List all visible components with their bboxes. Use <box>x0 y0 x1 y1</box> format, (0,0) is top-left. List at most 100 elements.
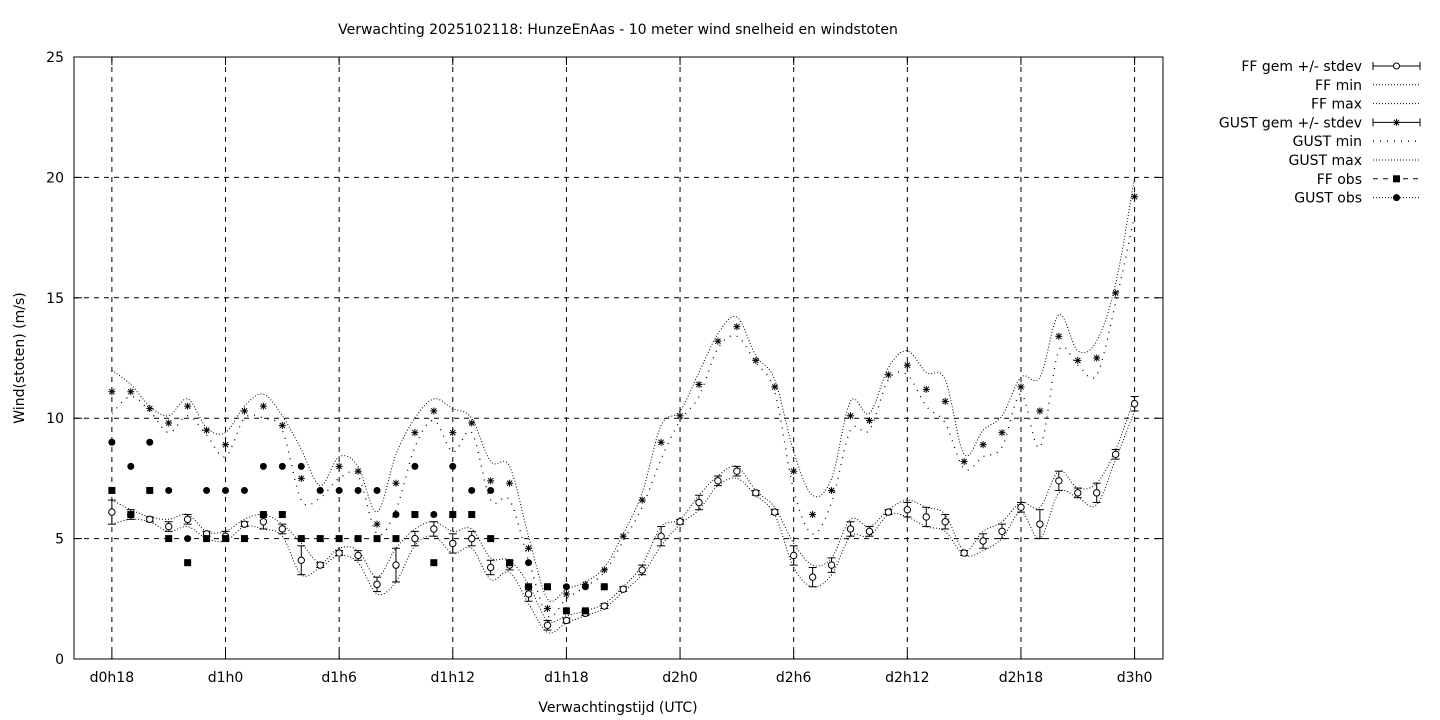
ff-mean-point <box>600 602 608 610</box>
ff-mean-point <box>164 522 173 531</box>
gust-mean-point-stroke <box>639 497 646 504</box>
legend-item: FF gem +/- stdev <box>1241 59 1421 75</box>
ff-mean-point <box>278 525 287 533</box>
x-tick-label: d0h18 <box>90 670 134 686</box>
legend-gust-marker <box>1393 118 1400 126</box>
gust-mean-point-stroke <box>127 388 134 395</box>
legend-label: GUST obs <box>1294 191 1362 207</box>
ff-obs-point <box>411 511 419 519</box>
gust-mean-point-stroke <box>620 533 627 540</box>
gust-obs-point <box>240 486 248 494</box>
gust-mean-point <box>1017 383 1025 391</box>
ff-mean-point <box>922 513 930 521</box>
gust-mean-point <box>449 429 457 437</box>
gust-obs-point <box>127 462 135 470</box>
legend-item: FF min <box>1315 78 1420 94</box>
gust-mean-point <box>240 407 248 415</box>
ff-mean-point <box>543 621 552 629</box>
gust-obs-point <box>525 559 533 567</box>
x-tick-label: d1h6 <box>321 670 357 686</box>
gust-mean-point <box>714 337 722 345</box>
y-tick-label: 10 <box>46 411 64 427</box>
ff-obs-point <box>581 607 589 615</box>
ff-mean-point <box>657 532 665 540</box>
legend-label: FF obs <box>1317 172 1362 188</box>
gust-mean-point <box>790 467 798 475</box>
gust-mean-point <box>979 441 987 449</box>
ff-mean-point <box>430 525 438 533</box>
ff-obs-point <box>392 535 400 543</box>
y-tick-label: 25 <box>46 50 64 66</box>
gust-mean-point <box>127 388 135 396</box>
ff-mean-point <box>808 573 817 581</box>
gust-obs-point <box>581 583 589 591</box>
gust-obs-point <box>354 486 362 494</box>
ff-mean-point <box>903 506 912 514</box>
ff-mean-point <box>998 527 1006 536</box>
gust-mean-point-stroke <box>298 475 305 482</box>
gust-mean-point-stroke <box>146 405 153 412</box>
gust-mean-point <box>430 407 438 415</box>
gust-mean-point <box>619 532 627 540</box>
ff-mean-point <box>676 518 684 526</box>
ff-obs-point <box>146 486 154 494</box>
gust-mean-point-stroke <box>184 403 191 410</box>
x-tick-label: d2h6 <box>776 670 812 686</box>
legend-item: GUST min <box>1293 134 1420 150</box>
ff-mean-point <box>1093 489 1101 497</box>
gust-mean-point-stroke <box>393 480 399 487</box>
gust-mean-point-stroke <box>544 605 551 612</box>
ff-mean-point <box>979 537 987 545</box>
axis-ticks: 0 5 10 15 20 25 d0h18 d1h0 d1h6 d1h12 d1h18 d2h0 d2h… <box>46 50 1163 686</box>
ff-obs-point <box>562 607 570 615</box>
gust-mean-point <box>1112 289 1120 297</box>
gust-obs-point <box>487 486 495 494</box>
ff-obs-point <box>184 559 192 567</box>
gust-obs-point <box>449 462 457 470</box>
gust-mean-point-stroke <box>1131 193 1138 200</box>
gust-mean-point-stroke <box>601 566 608 573</box>
gust-mean-point <box>373 520 381 528</box>
gust-mean-point <box>297 474 305 482</box>
gridlines <box>74 57 1163 659</box>
legend-label: GUST min <box>1293 134 1362 150</box>
legend-square-marker <box>1393 175 1400 183</box>
ff-mean-point <box>468 534 476 543</box>
gust-mean-point-stroke <box>203 427 210 434</box>
ff-mean-point <box>865 527 874 536</box>
gust-mean-point-stroke <box>563 591 570 597</box>
gust-mean-point-stroke <box>1093 355 1100 361</box>
ff-obs-point <box>278 511 286 519</box>
legend-dot-marker <box>1393 194 1400 202</box>
ff-mean-point <box>392 561 400 569</box>
gust-mean-point <box>752 356 760 364</box>
gust-obs-point <box>335 486 343 494</box>
y-tick-label: 15 <box>46 291 64 307</box>
gust-mean-point-stroke <box>828 487 835 494</box>
ff-mean-point <box>240 520 249 528</box>
ff-mean-point <box>827 561 836 569</box>
ff-mean-point <box>846 525 855 533</box>
ff-obs-point <box>203 535 211 543</box>
legend-label: GUST gem +/- stdev <box>1219 115 1362 131</box>
gust-mean-point <box>733 323 741 331</box>
ff-obs-point <box>525 583 533 591</box>
ff-mean-point <box>638 566 646 574</box>
ff-mean-point <box>1074 489 1082 497</box>
x-tick-label: d3h0 <box>1117 670 1153 686</box>
gust-mean-point <box>809 511 817 519</box>
ff-mean-point <box>354 551 362 560</box>
data-marks <box>107 193 1139 631</box>
gust-mean-point <box>865 417 873 425</box>
gust-mean-point <box>922 385 930 393</box>
gust-mean-point <box>771 383 779 391</box>
gust-mean-point <box>487 477 495 485</box>
gust-mean-point <box>1036 407 1044 415</box>
gust-mean-point <box>1131 193 1139 201</box>
gust-mean-point <box>1055 332 1063 340</box>
ff-mean-point <box>486 563 495 572</box>
ff-mean-point <box>411 534 419 543</box>
x-tick-label: d1h18 <box>544 670 588 686</box>
gust-obs-point <box>297 462 305 470</box>
gust-mean-point <box>335 462 343 470</box>
